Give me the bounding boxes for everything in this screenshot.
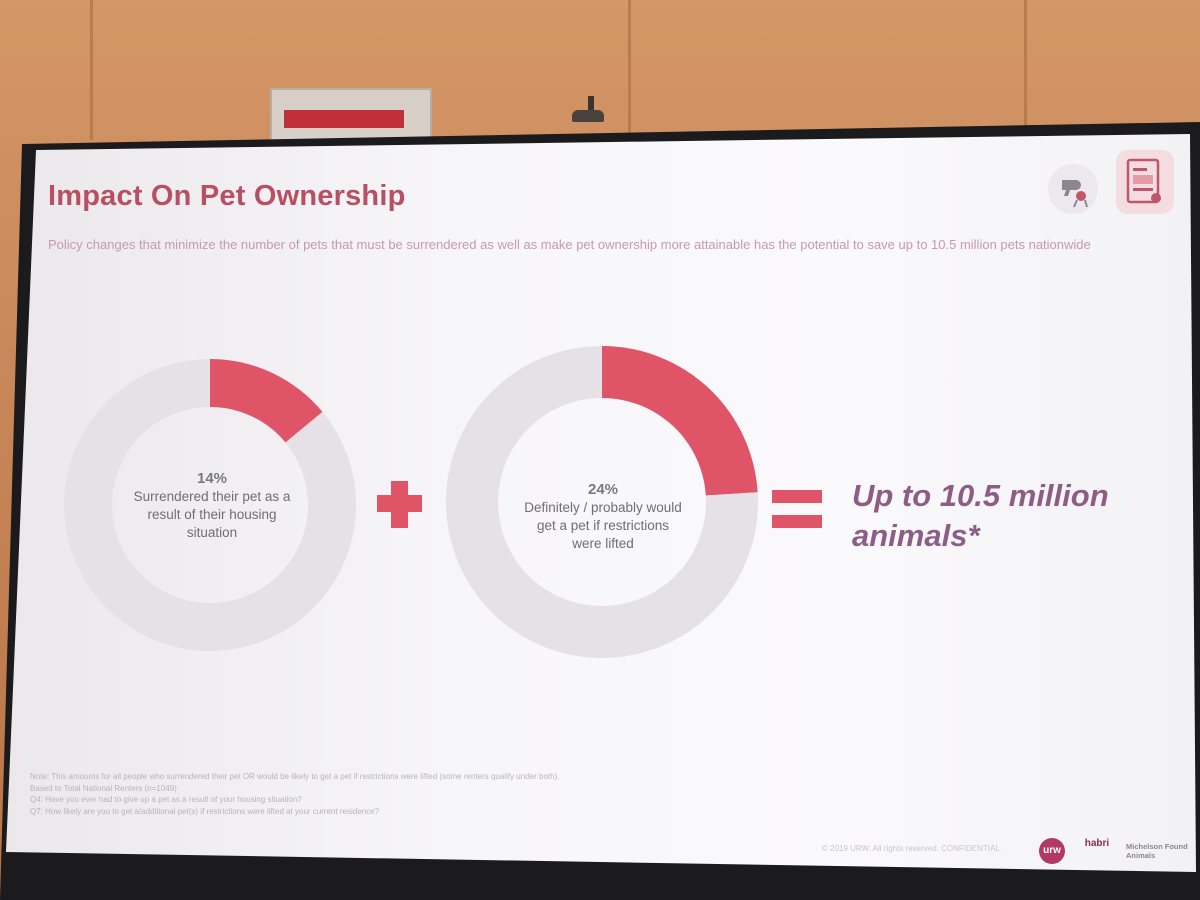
donut-chart-surrendered xyxy=(63,359,356,651)
donut-caption-would-get-pet: Definitely / probably would get a pet if… xyxy=(524,500,682,551)
donut-slice-would-get-pet xyxy=(602,346,758,496)
exit-sign xyxy=(270,88,432,142)
donut-slice-would-get-pet-rest xyxy=(446,346,758,658)
slide-subtitle: Policy changes that minimize the number … xyxy=(48,237,1091,252)
dog-hair-dryer-icon xyxy=(1048,164,1098,214)
equals-sign xyxy=(772,490,822,528)
donut-slice-surrendered-rest xyxy=(63,359,356,651)
exit-sign-panel xyxy=(284,110,404,128)
footnote-line: Q7: How likely are you to get a/addition… xyxy=(30,806,380,816)
result-text: Up to 10.5 million animals* xyxy=(852,478,1109,553)
fixture-base xyxy=(572,110,604,122)
donut-chart-would-get-pet xyxy=(446,346,758,658)
plus-sign xyxy=(377,481,422,528)
dog-hair-dryer-glyph xyxy=(1062,180,1088,208)
donut-value-would-get-pet: 24% xyxy=(587,481,619,498)
donut-value-surrendered: 14% xyxy=(196,470,228,487)
donut-label-surrendered: 14% Surrendered their pet as a result of… xyxy=(128,470,296,542)
michelson-logo: Michelson Found Animals xyxy=(1126,842,1188,860)
donut-label-would-get-pet: 24% Definitely / probably would get a pe… xyxy=(524,481,682,553)
document-glyph xyxy=(1126,158,1161,204)
copyright: © 2019 URW. All rights reserved. CONFIDE… xyxy=(822,844,1003,853)
wall-seam xyxy=(90,0,93,140)
wall-seam xyxy=(1024,0,1027,140)
donut-slice-surrendered xyxy=(210,359,323,443)
footnote-line: Based to Total National Renters (n=1049) xyxy=(30,783,177,793)
wall-seam xyxy=(628,0,631,140)
document-icon xyxy=(1116,150,1174,214)
slide-title: Impact On Pet Ownership xyxy=(48,180,406,212)
footnote-line: Note: This amounts for all people who su… xyxy=(30,772,560,781)
ceiling-fixture xyxy=(566,96,606,126)
donut-caption-surrendered: Surrendered their pet as a result of the… xyxy=(133,489,291,540)
footnotes: Note: This amounts for all people who su… xyxy=(30,771,790,817)
habri-logo: habri xyxy=(1084,838,1110,849)
footnote-line: Q4: Have you ever had to give up a pet a… xyxy=(30,795,302,804)
fixture-stem xyxy=(588,96,594,112)
urw-logo: urw xyxy=(1039,838,1065,864)
